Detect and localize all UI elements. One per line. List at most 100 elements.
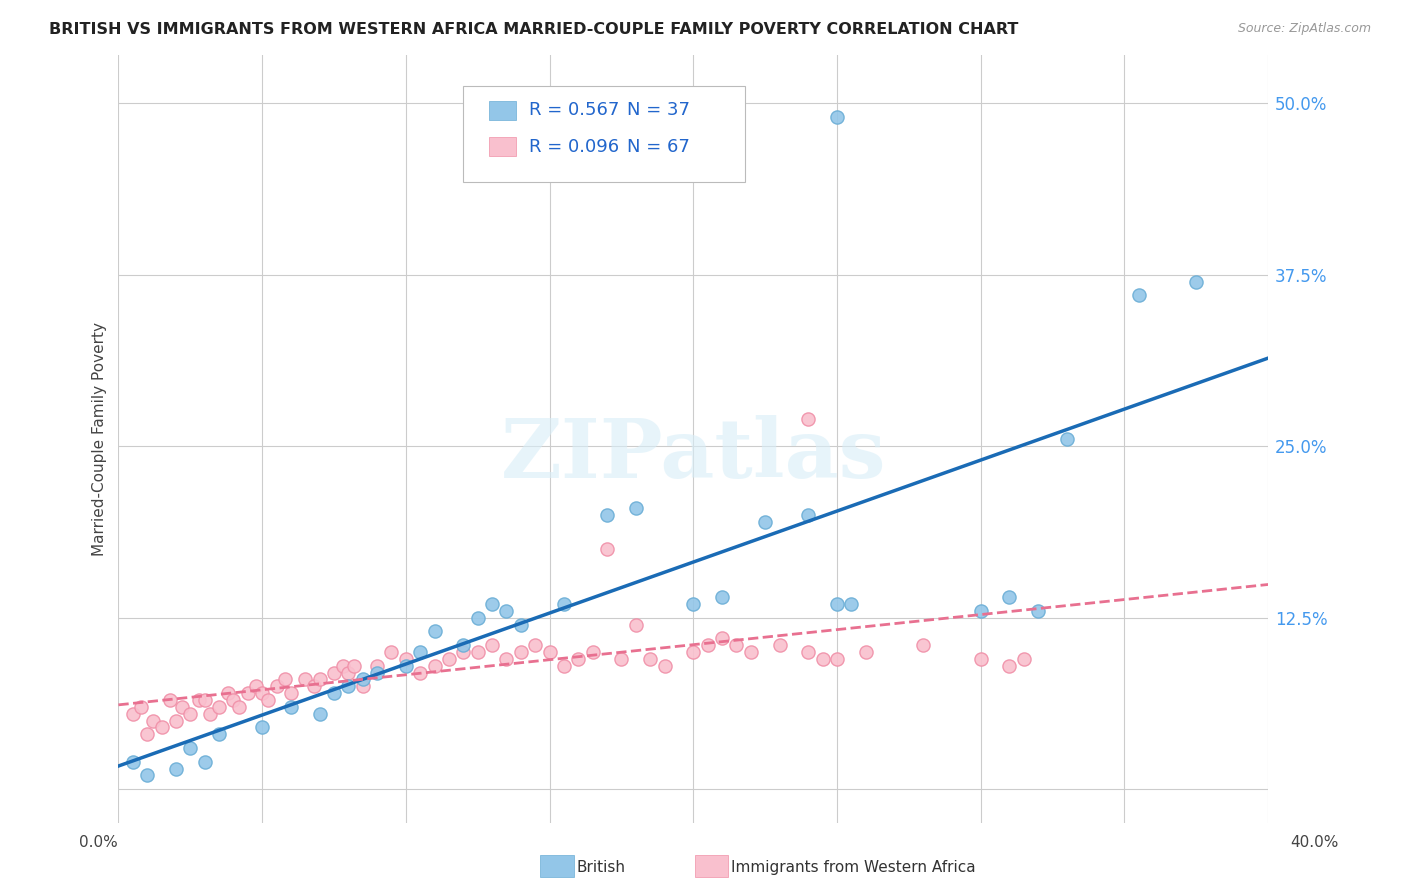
Point (366, 658, 388, 673)
Point (481, 597, 503, 611)
Point (250, 721, 273, 735)
Text: R = 0.567: R = 0.567 (529, 102, 619, 120)
FancyBboxPatch shape (464, 86, 745, 182)
Point (395, 652, 418, 666)
Text: Immigrants from Western Africa: Immigrants from Western Africa (731, 860, 976, 874)
Point (352, 673, 374, 687)
Point (179, 741, 201, 756)
Text: R = 0.096: R = 0.096 (529, 137, 619, 155)
Point (409, 665, 432, 680)
Point (553, 597, 575, 611)
Point (266, 679, 288, 693)
Point (380, 645, 402, 659)
Text: 0.0%: 0.0% (79, 836, 118, 850)
Point (222, 693, 245, 707)
Point (453, 638, 475, 652)
Point (855, 645, 877, 659)
Point (187, 693, 209, 707)
Point (308, 673, 330, 687)
Point (208, 727, 231, 741)
Point (302, 679, 325, 693)
Point (825, 110, 848, 124)
Point (624, 617, 647, 632)
Point (194, 693, 217, 707)
Point (1026, 604, 1049, 618)
Point (200, 706, 222, 721)
Point (1056, 433, 1078, 447)
Y-axis label: Married-Couple Family Poverty: Married-Couple Family Poverty (93, 322, 107, 557)
Point (136, 727, 159, 741)
Point (509, 617, 531, 632)
Text: BRITISH VS IMMIGRANTS FROM WESTERN AFRICA MARRIED-COUPLE FAMILY POVERTY CORRELAT: BRITISH VS IMMIGRANTS FROM WESTERN AFRIC… (49, 22, 1018, 37)
Point (538, 645, 561, 659)
Point (682, 645, 704, 659)
Point (696, 638, 718, 652)
FancyBboxPatch shape (489, 101, 516, 120)
Point (308, 706, 330, 721)
Point (596, 542, 619, 557)
Point (682, 597, 704, 611)
Point (825, 597, 848, 611)
Point (165, 762, 187, 776)
Point (998, 590, 1021, 604)
Point (711, 632, 734, 646)
Point (323, 686, 346, 700)
Point (725, 638, 748, 652)
Point (467, 610, 489, 624)
Point (768, 638, 790, 652)
Point (495, 604, 517, 618)
Text: N = 37: N = 37 (627, 102, 689, 120)
Point (970, 652, 993, 666)
Point (236, 686, 259, 700)
Point (280, 686, 302, 700)
Point (825, 652, 848, 666)
Point (352, 679, 374, 693)
Text: 40.0%: 40.0% (1291, 836, 1339, 850)
Point (131, 699, 153, 714)
Point (343, 658, 366, 673)
Point (970, 604, 993, 618)
Point (740, 645, 762, 659)
Point (1012, 652, 1035, 666)
Point (481, 638, 503, 652)
Point (1185, 275, 1208, 289)
Point (395, 658, 418, 673)
Point (1128, 288, 1150, 302)
Text: N = 67: N = 67 (627, 137, 689, 155)
Point (797, 411, 820, 425)
Point (337, 665, 360, 680)
Point (274, 673, 297, 687)
Point (217, 686, 239, 700)
Point (323, 665, 346, 680)
Point (179, 706, 201, 721)
Point (797, 508, 820, 522)
Point (998, 658, 1021, 673)
Point (437, 652, 460, 666)
Point (142, 714, 165, 728)
Point (811, 652, 834, 666)
Point (366, 665, 388, 680)
Point (754, 515, 776, 529)
Text: ZIPatlas: ZIPatlas (501, 415, 886, 495)
Point (654, 658, 676, 673)
Point (250, 686, 273, 700)
Point (136, 768, 159, 782)
Point (280, 699, 302, 714)
Point (121, 755, 143, 769)
Point (228, 699, 250, 714)
Point (495, 652, 517, 666)
Point (423, 624, 446, 639)
Point (553, 658, 575, 673)
Point (467, 645, 489, 659)
Point (610, 652, 633, 666)
Point (624, 500, 647, 515)
Point (453, 645, 475, 659)
Point (165, 714, 187, 728)
Point (337, 679, 360, 693)
Point (194, 755, 217, 769)
Point (797, 645, 820, 659)
Point (582, 645, 605, 659)
Point (257, 693, 280, 707)
Point (170, 699, 193, 714)
Point (245, 679, 267, 693)
